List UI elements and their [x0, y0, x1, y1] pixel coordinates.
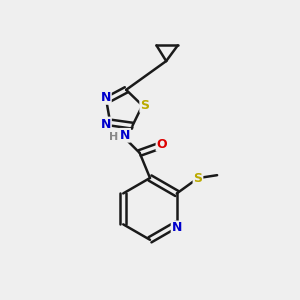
Text: H: H — [110, 132, 119, 142]
Text: N: N — [100, 91, 111, 104]
Text: N: N — [120, 129, 130, 142]
Text: S: S — [194, 172, 202, 184]
Text: S: S — [140, 99, 149, 112]
Text: N: N — [100, 118, 111, 130]
Text: N: N — [172, 221, 182, 234]
Text: O: O — [157, 138, 167, 151]
